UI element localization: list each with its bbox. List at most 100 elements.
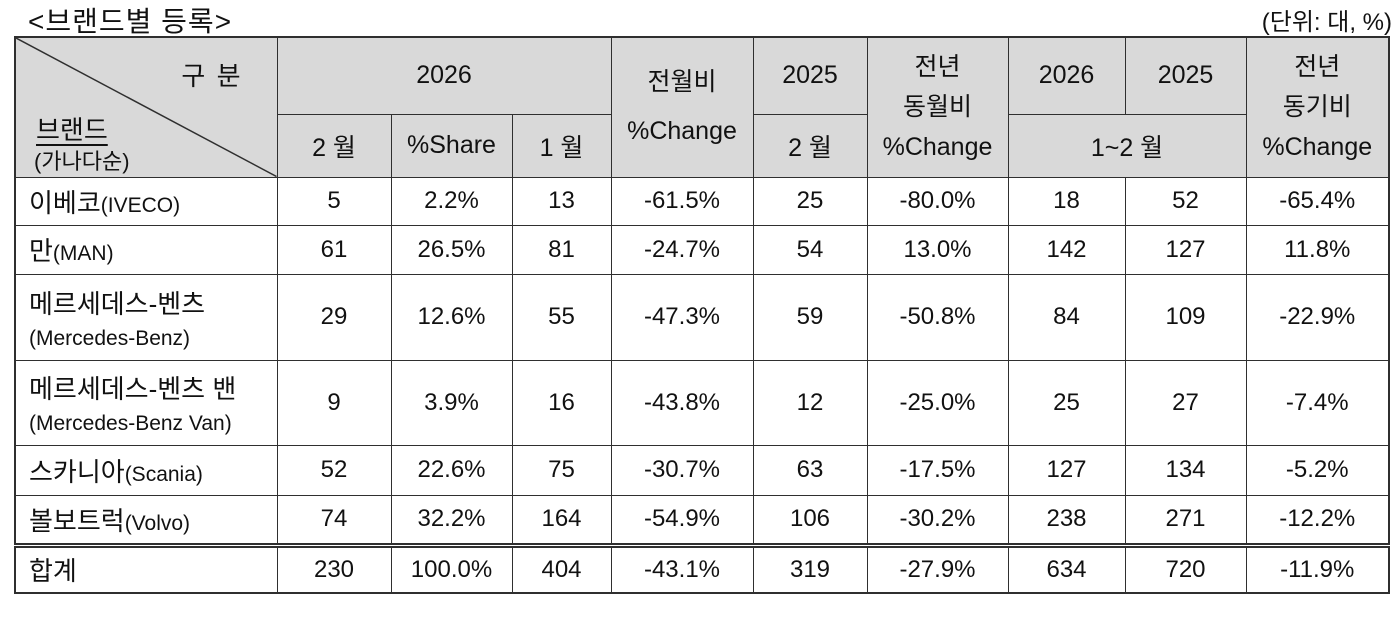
data-cell: 18 (1007, 176, 1126, 226)
data-cell: 9 (276, 359, 392, 446)
data-cell: 164 (511, 494, 612, 546)
data-cell: 12 (752, 359, 868, 446)
diagonal-divider-line (16, 38, 277, 177)
brand-name-kr: 만 (29, 236, 53, 266)
data-cell: -80.0% (866, 176, 1009, 226)
total-cell: 319 (752, 542, 868, 594)
total-cell: 720 (1124, 542, 1247, 594)
header-mom-change: 전월비 %Change (610, 36, 754, 178)
data-cell: 11.8% (1245, 224, 1390, 275)
header-yoy-month: 전년 동월비 %Change (866, 36, 1009, 178)
total-cell: 230 (276, 542, 392, 594)
data-cell: 16 (511, 359, 612, 446)
brand-name-kr: 스카니아 (29, 456, 125, 487)
data-cell: -54.9% (610, 494, 754, 546)
header-row-1: 구 분 브랜드 (가나다순) 2026 전월비 %Change 2025 전년 … (14, 36, 1390, 178)
header-yoy-month-line3: %Change (882, 133, 993, 162)
header-yoy-period: 전년 동기비 %Change (1245, 36, 1390, 178)
header-row-2: 2 월 %Share 1 월 2 월 1~2 월 (15, 113, 1389, 178)
table-row-mercedes-benz-van: 메르세데스-벤츠 밴 (Mercedes-Benz Van) 9 3.9% 16 … (14, 359, 1390, 446)
data-cell: 75 (511, 444, 612, 496)
brand-name-kr: 이베코 (29, 187, 101, 218)
header-year-2026: 2026 (276, 36, 612, 115)
brand-name-kr: 볼보트럭 (29, 505, 125, 536)
data-cell: -22.9% (1245, 273, 1390, 361)
data-cell: 25 (752, 176, 868, 226)
header-ytd-months: 1~2 월 (1007, 113, 1247, 178)
data-cell: 81 (511, 224, 612, 275)
data-cell: 74 (276, 494, 392, 546)
brand-name-en: (Volvo) (124, 511, 191, 535)
table-row-iveco: 이베코(IVECO) 5 2.2% 13 -61.5% 25 -80.0% 18… (14, 176, 1390, 226)
header-year-2025: 2025 (752, 36, 868, 115)
corner-division-label: 구 분 (181, 61, 243, 91)
data-cell: 29 (276, 273, 392, 361)
corner-brand-sub-label: (가나다순) (34, 149, 130, 174)
data-cell: -61.5% (610, 176, 754, 226)
brand-cell: 메르세데스-벤츠 밴 (Mercedes-Benz Van) (14, 359, 278, 446)
data-cell: 134 (1124, 444, 1247, 496)
table-row-total: 합계 230 100.0% 404 -43.1% 319 -27.9% 634 … (14, 542, 1390, 594)
data-cell: 5 (276, 176, 392, 226)
header-ytd-2026: 2026 (1007, 36, 1126, 115)
brand-cell: 만(MAN) (14, 224, 278, 275)
data-cell: 52 (276, 444, 392, 496)
data-cell: 32.2% (390, 494, 513, 546)
header-feb-2025: 2 월 (752, 113, 868, 178)
table-row-man: 만(MAN) 61 26.5% 81 -24.7% 54 13.0% 142 1… (14, 224, 1390, 275)
data-cell: 238 (1007, 494, 1126, 546)
data-cell: 12.6% (390, 273, 513, 361)
corner-header-cell: 구 분 브랜드 (가나다순) (14, 36, 278, 178)
table-row-scania: 스카니아(Scania) 52 22.6% 75 -30.7% 63 -17.5… (14, 444, 1390, 496)
header-share: %Share (390, 113, 513, 178)
table-header: 구 분 브랜드 (가나다순) 2026 전월비 %Change 2025 전년 … (14, 36, 1390, 178)
data-cell: 13 (511, 176, 612, 226)
header-yoy-period-line1: 전년 (1294, 53, 1341, 82)
total-cell: 100.0% (390, 542, 513, 594)
data-cell: -25.0% (866, 359, 1009, 446)
brand-registration-table: 구 분 브랜드 (가나다순) 2026 전월비 %Change 2025 전년 … (14, 36, 1390, 594)
data-cell: 63 (752, 444, 868, 496)
data-cell: -30.7% (610, 444, 754, 496)
data-cell: 142 (1007, 224, 1126, 275)
data-cell: 106 (752, 494, 868, 546)
brand-cell: 볼보트럭(Volvo) (14, 494, 278, 546)
page-title: <브랜드별 등록> (28, 6, 233, 37)
brand-name-en: (MAN) (52, 242, 114, 265)
brand-cell: 메르세데스-벤츠 (Mercedes-Benz) (14, 273, 278, 361)
unit-label: (단위: 대, %) (1261, 9, 1392, 36)
data-cell: 3.9% (390, 359, 513, 446)
data-cell: -7.4% (1245, 359, 1390, 446)
table-body: 이베코(IVECO) 5 2.2% 13 -61.5% 25 -80.0% 18… (14, 176, 1390, 594)
total-cell: -11.9% (1245, 542, 1390, 594)
header-yoy-period-line2: 동기비 (1282, 93, 1352, 122)
data-cell: -43.8% (610, 359, 754, 446)
data-cell: 127 (1007, 444, 1126, 496)
header-mom-change-line2: %Change (627, 117, 737, 146)
brand-cell: 이베코(IVECO) (14, 176, 278, 226)
data-cell: 55 (511, 273, 612, 361)
brand-name-kr: 메르세데스-벤츠 (29, 288, 206, 319)
data-cell: 2.2% (390, 176, 513, 226)
data-cell: 84 (1007, 273, 1126, 361)
total-cell: 404 (511, 542, 612, 594)
header-yoy-month-line1: 전년 (914, 53, 961, 82)
data-cell: 13.0% (866, 224, 1009, 275)
data-cell: 27 (1124, 359, 1247, 446)
data-cell: -30.2% (866, 494, 1009, 546)
data-cell: 52 (1124, 176, 1247, 226)
corner-brand-label: 브랜드 (36, 115, 108, 145)
data-cell: -12.2% (1245, 494, 1390, 546)
header-yoy-month-line2: 동월비 (902, 93, 972, 122)
data-cell: -17.5% (866, 444, 1009, 496)
brand-name-en: (IVECO) (100, 193, 181, 217)
data-cell: 61 (276, 224, 392, 275)
total-cell: -27.9% (866, 542, 1009, 594)
brand-cell: 스카니아(Scania) (14, 444, 278, 496)
data-cell: 54 (752, 224, 868, 275)
table-row-mercedes-benz: 메르세데스-벤츠 (Mercedes-Benz) 29 12.6% 55 -47.… (14, 273, 1390, 361)
table-row-volvo: 볼보트럭(Volvo) 74 32.2% 164 -54.9% 106 -30.… (14, 494, 1390, 546)
top-bar: <브랜드별 등록> (단위: 대, %) (0, 0, 1400, 37)
brand-name-kr: 메르세데스-벤츠 밴 (29, 374, 237, 404)
